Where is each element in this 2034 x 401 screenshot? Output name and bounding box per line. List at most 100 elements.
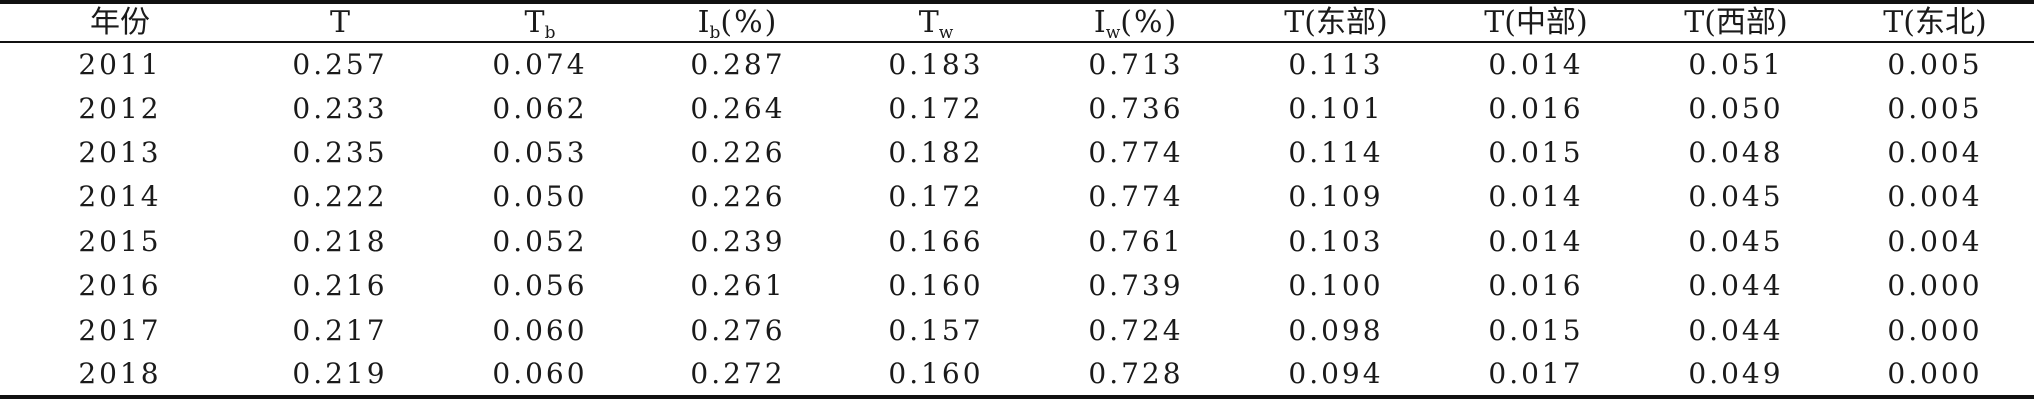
table-cell: 0.017 — [1488, 356, 1584, 390]
table-cell: 0.166 — [888, 224, 984, 258]
table-cell: 0.015 — [1488, 313, 1584, 347]
header-row: 年份 T Tb Ib(%) Tw Iw(%) T(东部) T(中部) T(西部)… — [0, 2, 2034, 42]
table-row: 2014 0.222 0.050 0.226 0.172 0.774 0.109… — [0, 175, 2034, 219]
table-cell: 2018 — [78, 356, 162, 390]
table-cell: 0.014 — [1488, 224, 1584, 258]
column-header-t-northeast: T(东北) — [1883, 4, 1987, 40]
table-cell: 0.216 — [292, 269, 388, 303]
table-cell: 0.219 — [292, 356, 388, 390]
table-cell: 0.226 — [690, 180, 786, 214]
table-cell: 0.044 — [1688, 313, 1784, 347]
column-header-tw: Tw — [918, 4, 954, 43]
table-cell: 2015 — [78, 224, 162, 258]
table-cell: 0.739 — [1088, 269, 1184, 303]
table-cell: 0.736 — [1088, 91, 1184, 125]
table-cell: 0.272 — [690, 356, 786, 390]
table-cell: 0.276 — [690, 313, 786, 347]
table-cell: 0.728 — [1088, 356, 1184, 390]
table-cell: 0.048 — [1688, 135, 1784, 169]
table-cell: 0.016 — [1488, 269, 1584, 303]
table-cell: 0.103 — [1288, 224, 1384, 258]
table-cell: 0.713 — [1088, 47, 1184, 81]
table-cell: 0.235 — [292, 135, 388, 169]
table-cell: 0.774 — [1088, 135, 1184, 169]
table-cell: 0.056 — [492, 269, 588, 303]
table-cell: 0.000 — [1887, 269, 1983, 303]
table-cell: 2011 — [78, 47, 162, 81]
table-cell: 2014 — [78, 180, 162, 214]
table-cell: 0.094 — [1288, 356, 1384, 390]
table-cell: 2013 — [78, 135, 162, 169]
column-header-tb: Tb — [524, 4, 556, 43]
table-cell: 0.157 — [888, 313, 984, 347]
table-cell: 0.000 — [1887, 356, 1983, 390]
table-cell: 0.098 — [1288, 313, 1384, 347]
table-cell: 0.101 — [1288, 91, 1384, 125]
column-header-t-west: T(西部) — [1684, 4, 1788, 40]
table-cell: 0.222 — [292, 180, 388, 214]
table-cell: 0.182 — [888, 135, 984, 169]
table-cell: 0.004 — [1887, 135, 1983, 169]
table-cell: 0.000 — [1887, 313, 1983, 347]
table-cell: 0.050 — [1688, 91, 1784, 125]
table-cell: 0.264 — [690, 91, 786, 125]
table-cell: 0.045 — [1688, 180, 1784, 214]
table-cell: 2017 — [78, 313, 162, 347]
table-cell: 0.257 — [292, 47, 388, 81]
table-cell: 0.183 — [888, 47, 984, 81]
table-row: 2016 0.216 0.056 0.261 0.160 0.739 0.100… — [0, 264, 2034, 308]
table-cell: 0.044 — [1688, 269, 1784, 303]
table-cell: 0.005 — [1887, 47, 1983, 81]
table-cell: 0.217 — [292, 313, 388, 347]
table-cell: 0.060 — [492, 313, 588, 347]
table-row: 2018 0.219 0.060 0.272 0.160 0.728 0.094… — [0, 353, 2034, 398]
table-cell: 0.052 — [492, 224, 588, 258]
table-cell: 0.045 — [1688, 224, 1784, 258]
column-header-iw: Iw(%) — [1093, 4, 1179, 43]
table-cell: 0.172 — [888, 180, 984, 214]
column-header-t-east: T(东部) — [1284, 4, 1388, 40]
table-row: 2015 0.218 0.052 0.239 0.166 0.761 0.103… — [0, 220, 2034, 264]
table-cell: 0.051 — [1688, 47, 1784, 81]
table-cell: 0.016 — [1488, 91, 1584, 125]
table-cell: 0.774 — [1088, 180, 1184, 214]
table-cell: 0.724 — [1088, 313, 1184, 347]
table-cell: 0.015 — [1488, 135, 1584, 169]
table-cell: 0.100 — [1288, 269, 1384, 303]
table-cell: 0.074 — [492, 47, 588, 81]
table-cell: 0.060 — [492, 356, 588, 390]
table-cell: 0.109 — [1288, 180, 1384, 214]
table-cell: 0.218 — [292, 224, 388, 258]
table-cell: 0.113 — [1288, 47, 1384, 81]
table-cell: 0.261 — [690, 269, 786, 303]
table-cell: 0.226 — [690, 135, 786, 169]
table-row: 2017 0.217 0.060 0.276 0.157 0.724 0.098… — [0, 308, 2034, 352]
table-cell: 0.233 — [292, 91, 388, 125]
table-cell: 0.114 — [1288, 135, 1384, 169]
table-cell: 2012 — [78, 91, 162, 125]
table-cell: 0.160 — [888, 356, 984, 390]
table-row: 2012 0.233 0.062 0.264 0.172 0.736 0.101… — [0, 86, 2034, 130]
table-cell: 0.004 — [1887, 224, 1983, 258]
table-cell: 2016 — [78, 269, 162, 303]
table-cell: 0.239 — [690, 224, 786, 258]
table-cell: 0.005 — [1887, 91, 1983, 125]
column-header-ib: Ib(%) — [697, 4, 779, 43]
column-header-t: T — [329, 4, 350, 40]
table-cell: 0.287 — [690, 47, 786, 81]
table-cell: 0.014 — [1488, 47, 1584, 81]
table-cell: 0.160 — [888, 269, 984, 303]
table-cell: 0.014 — [1488, 180, 1584, 214]
column-header-t-central: T(中部) — [1484, 4, 1588, 40]
table-cell: 0.049 — [1688, 356, 1784, 390]
table-cell: 0.053 — [492, 135, 588, 169]
table-row: 2013 0.235 0.053 0.226 0.182 0.774 0.114… — [0, 131, 2034, 175]
table-cell: 0.172 — [888, 91, 984, 125]
table-cell: 0.761 — [1088, 224, 1184, 258]
table-cell: 0.050 — [492, 180, 588, 214]
column-header-year: 年份 — [90, 4, 150, 40]
table-row: 2011 0.257 0.074 0.287 0.183 0.713 0.113… — [0, 42, 2034, 86]
table-cell: 0.062 — [492, 91, 588, 125]
